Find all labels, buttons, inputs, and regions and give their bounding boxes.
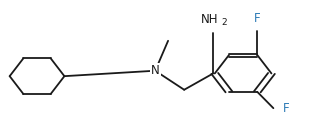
Text: N: N	[151, 64, 160, 77]
Text: NH: NH	[201, 13, 219, 26]
Text: F: F	[254, 12, 260, 25]
Text: F: F	[283, 102, 290, 115]
Text: methyl: methyl	[166, 33, 171, 34]
Text: 2: 2	[222, 18, 227, 27]
